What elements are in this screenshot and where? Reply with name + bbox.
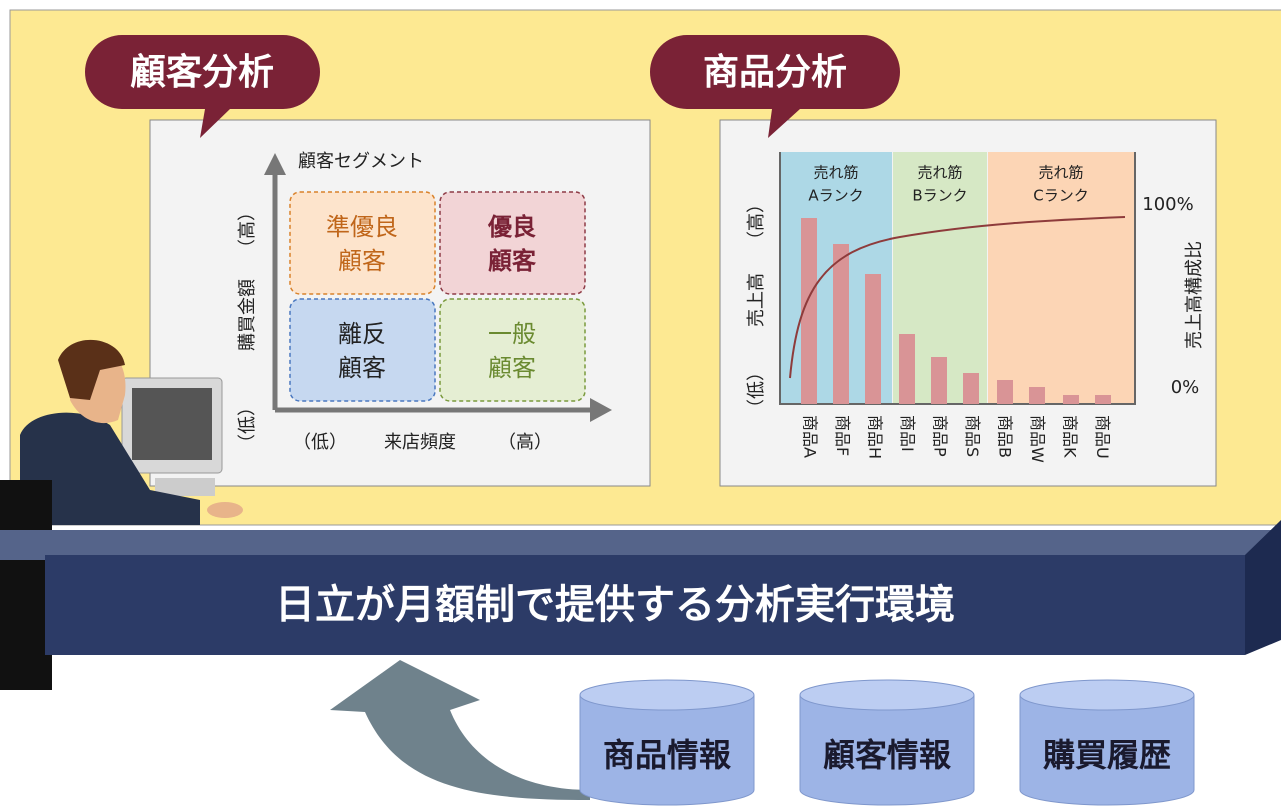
segment-label: 優良: [487, 213, 536, 241]
segment-label: 顧客: [338, 247, 386, 275]
bar: [865, 274, 881, 404]
y-low: （低）: [746, 363, 767, 417]
product-label: 商品A: [801, 415, 820, 458]
y-high: （高）: [746, 195, 767, 249]
product-label: 商品F: [833, 415, 852, 456]
database: 商品情報: [580, 680, 754, 805]
bar: [899, 334, 915, 404]
band-rank: Bランク: [912, 187, 967, 205]
segment-label: 準優良: [326, 213, 398, 241]
y2-bottom: 0%: [1171, 377, 1200, 398]
product-label: 商品K: [1061, 415, 1080, 458]
product-label: 商品I: [898, 415, 917, 452]
bar: [931, 357, 947, 404]
x-label: 来店頻度: [384, 432, 456, 453]
segment: [290, 192, 435, 294]
product-label: 商品B: [996, 415, 1015, 458]
x-high: （高）: [498, 432, 552, 453]
screen: [132, 388, 212, 460]
segment-label: 離反: [338, 320, 386, 348]
band-title: 売れ筋: [917, 164, 962, 182]
chart-title: 顧客セグメント: [298, 151, 424, 172]
y-label: 売上高: [746, 273, 767, 327]
y-label: 購買金額: [237, 279, 258, 351]
tag: 商品分析: [703, 52, 847, 93]
y-high: （高）: [237, 203, 258, 257]
source-label: 顧客情報: [823, 736, 951, 774]
cabinet: [0, 480, 52, 690]
hand: [207, 502, 243, 518]
page: 顧客分析 顧客セグメント （低） 購買金額 （高） （低） 来店頻度 （高） 準…: [0, 0, 1281, 807]
bar: [963, 373, 979, 404]
product-label: 商品U: [1093, 415, 1112, 459]
segment: [440, 192, 585, 294]
database: 購買履歴: [1020, 680, 1194, 805]
bar: [1063, 395, 1079, 404]
band-rank: Aランク: [808, 187, 863, 205]
band-rank: Cランク: [1033, 187, 1088, 205]
y2-label: 売上高構成比: [1184, 241, 1205, 349]
sources: 商品情報 顧客情報 購買履歴: [580, 680, 1194, 805]
product-label: 商品W: [1028, 415, 1047, 463]
band-title: 売れ筋: [1038, 164, 1083, 182]
product-label: 商品S: [963, 415, 982, 457]
bar: [1095, 395, 1111, 404]
segment-label: 顧客: [338, 354, 386, 382]
segment-label: 顧客: [488, 247, 537, 275]
segment-label: 一般: [488, 320, 536, 348]
source-label: 商品情報: [603, 736, 731, 774]
bar: [833, 244, 849, 404]
segment-label: 顧客: [488, 354, 536, 382]
segment: [440, 299, 585, 401]
y-low: （低）: [237, 398, 258, 452]
flow-arrow: [330, 660, 590, 800]
x-low: （低）: [293, 432, 347, 453]
tag: 顧客分析: [130, 52, 274, 93]
bar: [1029, 387, 1045, 404]
product-label: 商品P: [931, 415, 950, 457]
band-title: 売れ筋: [813, 164, 858, 182]
bar: [997, 380, 1013, 404]
y2-top: 100%: [1142, 194, 1193, 215]
source-label: 購買履歴: [1043, 736, 1171, 774]
database: 顧客情報: [800, 680, 974, 805]
platform-label: 日立が月額制で提供する分析実行環境: [275, 582, 955, 628]
segment: [290, 299, 435, 401]
product-label: 商品H: [866, 415, 885, 459]
